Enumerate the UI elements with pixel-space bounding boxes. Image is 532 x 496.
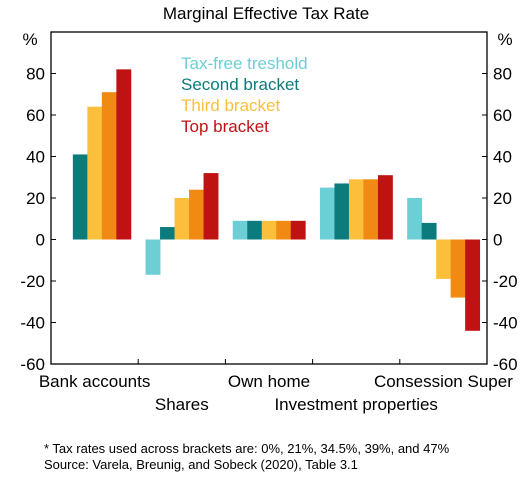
y-tick-label-right: 80 xyxy=(493,65,512,84)
y-tick-label-left: 20 xyxy=(26,189,45,208)
y-tick-label-left: 80 xyxy=(26,65,45,84)
x-category-label: Investment properties xyxy=(274,395,437,414)
bar xyxy=(407,198,423,240)
y-tick-label-right: -60 xyxy=(493,355,518,374)
chart-notes: * Tax rates used across brackets are: 0%… xyxy=(44,441,484,473)
bar xyxy=(232,220,248,240)
bar xyxy=(334,183,350,240)
y-tick-label-left: 60 xyxy=(26,106,45,125)
y-tick-label-right: 20 xyxy=(493,189,512,208)
y-axis-label-left: % xyxy=(22,30,37,49)
y-tick-label-right: -20 xyxy=(493,272,518,291)
source-note: Source: Varela, Breunig, and Sobeck (202… xyxy=(44,457,358,472)
bar-chart: Marginal Effective Tax Rate % % 80 80 60 60… xyxy=(20,4,518,414)
y-tick-label-left: -40 xyxy=(20,314,45,333)
bar xyxy=(377,175,393,240)
bar xyxy=(348,179,364,240)
y-tick-label-right: -40 xyxy=(493,314,518,333)
y-tick-label-left: 40 xyxy=(26,148,45,167)
bar xyxy=(276,220,292,240)
legend-entry: Top bracket xyxy=(181,117,269,136)
x-category-label: Own home xyxy=(228,372,310,391)
bar xyxy=(421,222,437,240)
legend-entry: Third bracket xyxy=(181,96,280,115)
bar xyxy=(290,220,306,240)
footnote: * Tax rates used across brackets are: 0%… xyxy=(44,441,450,456)
bar xyxy=(116,69,132,240)
legend-entry: Second bracket xyxy=(181,75,299,94)
bar xyxy=(174,198,190,240)
legend-entry: Tax-free treshold xyxy=(181,54,308,73)
bar xyxy=(189,189,204,240)
y-tick-label-right: 60 xyxy=(493,106,512,125)
x-category-label: Consession Super xyxy=(374,372,513,391)
y-tick-label-left: 0 xyxy=(36,231,45,250)
y-tick-label-left: -20 xyxy=(20,272,45,291)
bar xyxy=(160,227,175,240)
bar xyxy=(87,106,103,240)
chart-title: Marginal Effective Tax Rate xyxy=(163,4,369,23)
x-category-label: Bank accounts xyxy=(39,372,151,391)
y-tick-label-right: 40 xyxy=(493,148,512,167)
bar xyxy=(319,187,335,240)
bar xyxy=(72,154,88,240)
bar xyxy=(247,220,263,240)
bar xyxy=(436,239,452,279)
y-axis-label-right: % xyxy=(497,30,512,49)
bar xyxy=(450,239,466,298)
bar xyxy=(465,239,481,331)
bar xyxy=(261,220,277,240)
bar xyxy=(203,173,219,240)
y-tick-label-left: -60 xyxy=(20,355,45,374)
bar xyxy=(101,92,117,240)
y-tick-label-right: 0 xyxy=(493,231,502,250)
bar xyxy=(145,239,161,275)
x-category-label: Shares xyxy=(155,395,209,414)
bar xyxy=(363,179,379,240)
